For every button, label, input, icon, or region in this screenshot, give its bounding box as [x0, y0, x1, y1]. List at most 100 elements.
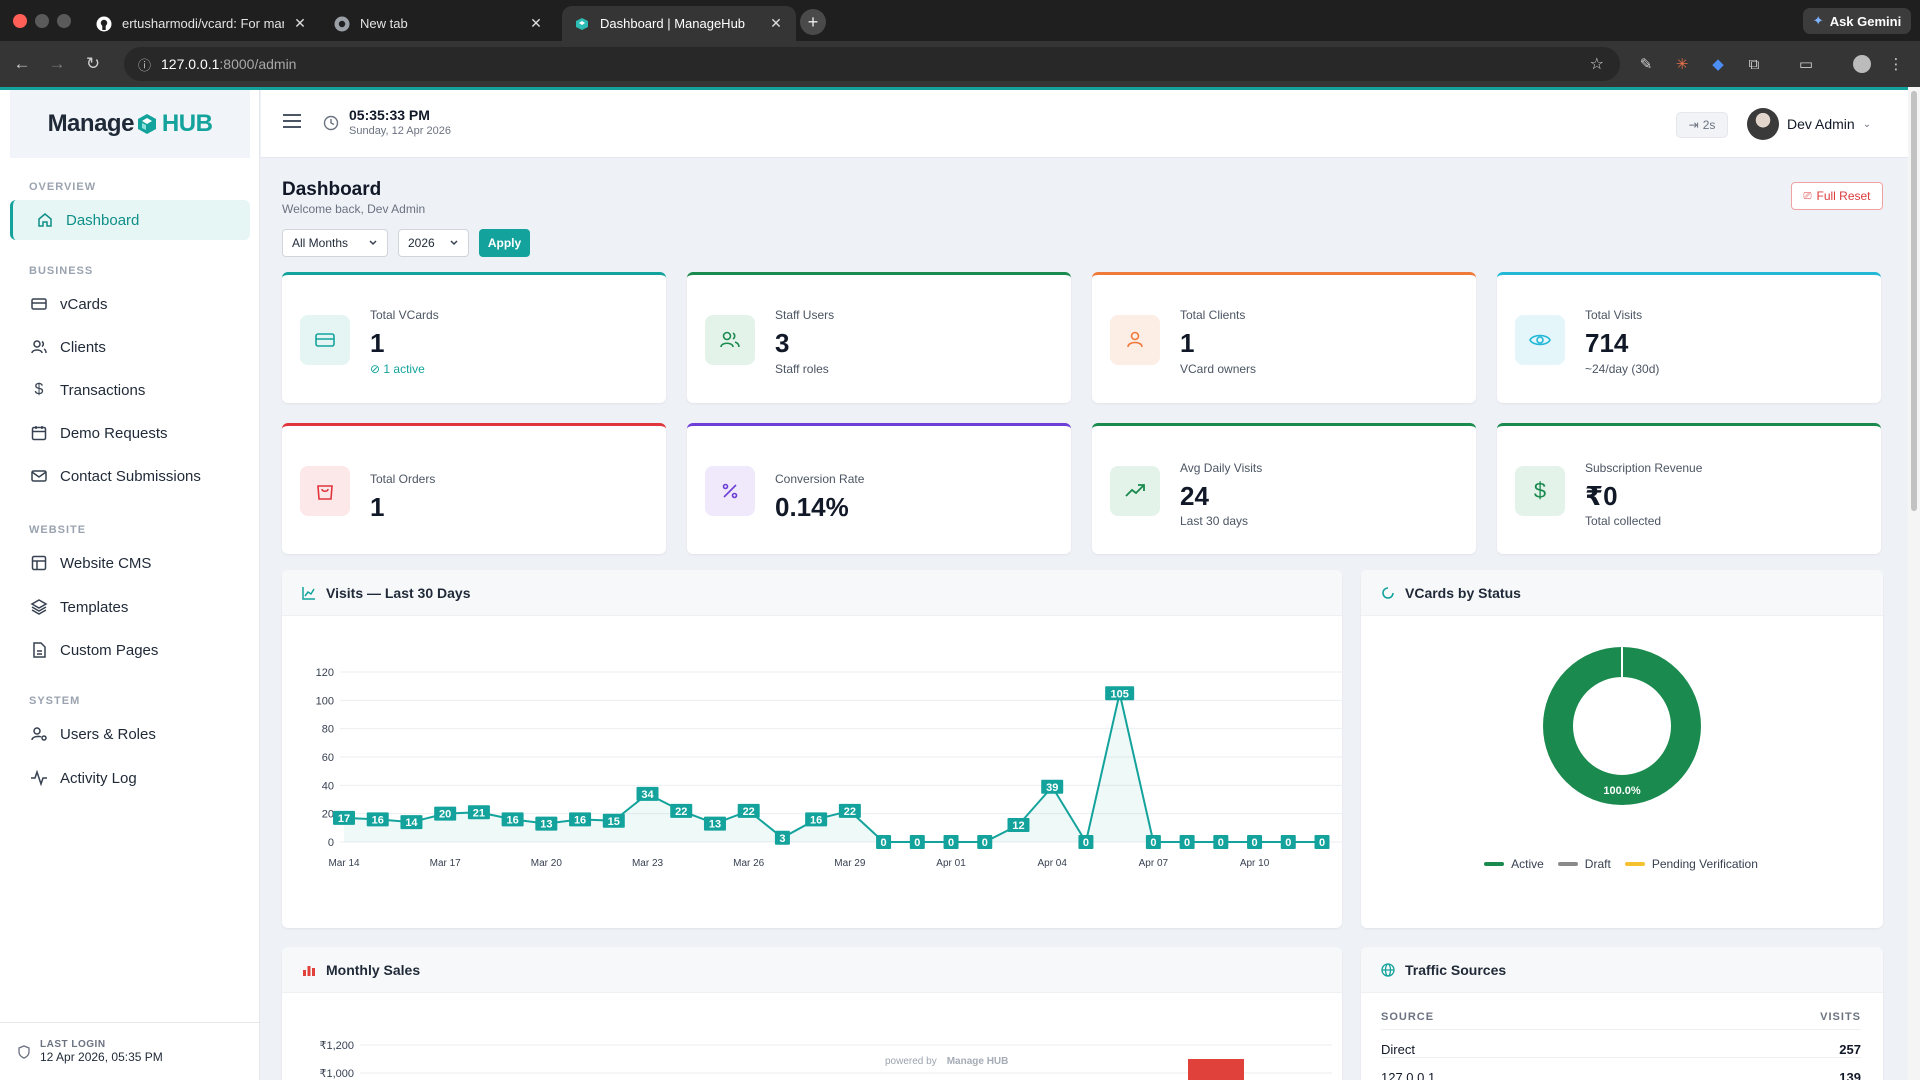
back-icon[interactable]: ← [13, 54, 31, 73]
site-info-icon[interactable]: ⓘ [138, 57, 152, 73]
month-filter-select[interactable]: All Months [282, 229, 388, 257]
legend-swatch [1624, 862, 1645, 866]
stat-label: Avg Daily Visits [1180, 461, 1263, 475]
y-tick-label: 80 [322, 724, 334, 736]
sidebar-item-vcards[interactable]: vCards [10, 284, 250, 324]
forward-icon[interactable]: → [48, 54, 66, 73]
close-icon[interactable]: ✕ [530, 15, 542, 31]
window-maximize-button[interactable] [57, 14, 71, 28]
extensions-puzzle-icon[interactable]: ⧉ [1748, 55, 1760, 73]
mail-icon [31, 470, 47, 482]
scrollbar-thumb[interactable] [1911, 91, 1917, 511]
home-icon [38, 213, 52, 227]
y-tick-label: ₹1,000 [319, 1068, 354, 1080]
stat-card-total-orders[interactable]: Total Orders 1 [282, 423, 666, 554]
stat-card-staff-users[interactable]: Staff Users 3 Staff roles [687, 272, 1071, 403]
stat-value: 714 [1585, 328, 1629, 358]
brand-logo[interactable]: Manage HUB [10, 90, 250, 158]
vcards-status-panel: VCards by Status 100.0% Active Draft Pen… [1361, 570, 1883, 928]
y-tick-label: 60 [322, 752, 334, 764]
github-icon [96, 16, 112, 32]
data-point [670, 803, 693, 818]
tab-label: New tab [360, 16, 408, 31]
page-scrollbar[interactable] [1908, 87, 1920, 1080]
close-icon[interactable]: ✕ [770, 15, 782, 31]
stat-label: Total Visits [1585, 308, 1643, 322]
y-tick-label: 120 [316, 667, 334, 679]
sidebar-item-demo-requests[interactable]: Demo Requests [10, 413, 250, 453]
browser-tab-new[interactable]: New tab ✕ [322, 6, 556, 41]
data-label: 16 [810, 814, 822, 826]
vcards-status-donut: 100.0% [1543, 647, 1701, 805]
traffic-table-header: SOURCE VISITS [1381, 1011, 1861, 1023]
stat-value: 0.14% [775, 492, 849, 522]
stat-card-subscription-revenue[interactable]: $ Subscription Revenue ₹0 Total collecte… [1497, 423, 1881, 554]
stat-card-total-visits[interactable]: Total Visits 714 ~24/day (30d) [1497, 272, 1881, 403]
sidebar-item-custom-pages[interactable]: Custom Pages [10, 630, 250, 670]
stat-card-total-vcards[interactable]: Total VCards 1 ⊘ 1 active [282, 272, 666, 403]
tab-label: ertusharmodi/vcard: For mana [122, 16, 284, 31]
data-point [943, 835, 959, 849]
source-visits: 257 [1839, 1042, 1861, 1057]
full-reset-button[interactable]: ⎚ Full Reset [1791, 182, 1883, 210]
sidebar-item-activity-log[interactable]: Activity Log [10, 758, 250, 798]
data-point [535, 816, 558, 831]
ask-gemini-button[interactable]: ✦ Ask Gemini [1803, 8, 1911, 34]
apply-button[interactable]: Apply [479, 229, 530, 257]
sidebar-item-templates[interactable]: Templates [10, 587, 250, 627]
tag-extension-icon[interactable]: ◆ [1712, 56, 1724, 73]
sidebar-item-users-roles[interactable]: Users & Roles [10, 714, 250, 754]
sidebar-item-clients[interactable]: Clients [10, 327, 250, 367]
full-reset-label: Full Reset [1816, 189, 1871, 203]
data-label: 0 [1083, 837, 1089, 849]
year-filter-select[interactable]: 2026 [398, 229, 469, 257]
stat-card-total-clients[interactable]: Total Clients 1 VCard owners [1092, 272, 1476, 403]
legend-item-pending[interactable]: Pending Verification [1624, 857, 1758, 871]
reload-icon[interactable]: ↻ [85, 54, 101, 73]
data-point [909, 835, 925, 849]
claude-extension-icon[interactable]: ✳ [1675, 56, 1689, 73]
tab-search-icon[interactable]: ▭ [1798, 56, 1814, 73]
data-point [1280, 835, 1296, 849]
new-tab-button[interactable]: + [800, 9, 826, 35]
users-icon [705, 315, 755, 365]
sidebar-item-website-cms[interactable]: Website CMS [10, 543, 250, 583]
line-chart-icon [302, 586, 315, 600]
sidebar-item-label: Custom Pages [60, 641, 159, 659]
data-label: 0 [881, 837, 887, 849]
stat-sub: Total collected [1585, 514, 1662, 528]
month-filter-value: All Months [292, 236, 349, 250]
window-minimize-button[interactable] [35, 14, 49, 28]
legend-item-active[interactable]: Active [1484, 857, 1544, 871]
sidebar-item-dashboard[interactable]: Dashboard [10, 200, 250, 240]
users-icon [31, 340, 47, 354]
window-close-button[interactable] [13, 14, 27, 28]
user-menu[interactable]: Dev Admin ⌄ [1747, 108, 1871, 140]
table-row: Direct 257 [1381, 1029, 1861, 1059]
sidebar-item-contact-submissions[interactable]: Contact Submissions [10, 456, 250, 496]
session-timer[interactable]: ⇥ 2s [1676, 112, 1728, 138]
bookmark-star-icon[interactable]: ☆ [1589, 56, 1604, 73]
y-tick-label: 100 [316, 695, 334, 707]
eyedropper-extension-icon[interactable]: ✎ [1639, 56, 1653, 73]
brand-cube-icon [137, 114, 156, 134]
sidebar-item-transactions[interactable]: $ Transactions [10, 370, 250, 410]
browser-tab-github[interactable]: ertusharmodi/vcard: For mana ✕ [84, 6, 320, 41]
url-input[interactable]: ⓘ 127.0.0.1:8000/admin ☆ [124, 47, 1620, 81]
app-root: Manage HUB OVERVIEW Dashboard BUSINESS v… [0, 87, 1908, 1080]
card-icon [31, 298, 47, 310]
legend-item-draft[interactable]: Draft [1557, 857, 1611, 871]
y-tick-label: 40 [322, 780, 334, 792]
last-login: LAST LOGIN 12 Apr 2026, 05:35 PM [0, 1022, 260, 1080]
stat-card-avg-daily-visits[interactable]: Avg Daily Visits 24 Last 30 days [1092, 423, 1476, 554]
data-point [774, 830, 790, 845]
data-label: 0 [1285, 837, 1291, 849]
stat-card-conversion-rate[interactable]: Conversion Rate 0.14% [687, 423, 1071, 554]
browser-tab-dashboard[interactable]: Dashboard | ManageHub ✕ [562, 6, 796, 41]
close-icon[interactable]: ✕ [294, 15, 306, 31]
stat-label: Conversion Rate [775, 472, 865, 486]
profile-avatar-icon[interactable] [1852, 54, 1872, 74]
menu-toggle-icon[interactable] [283, 114, 301, 130]
browser-menu-icon[interactable]: ⋮ [1888, 56, 1904, 73]
data-label: 0 [982, 837, 988, 849]
